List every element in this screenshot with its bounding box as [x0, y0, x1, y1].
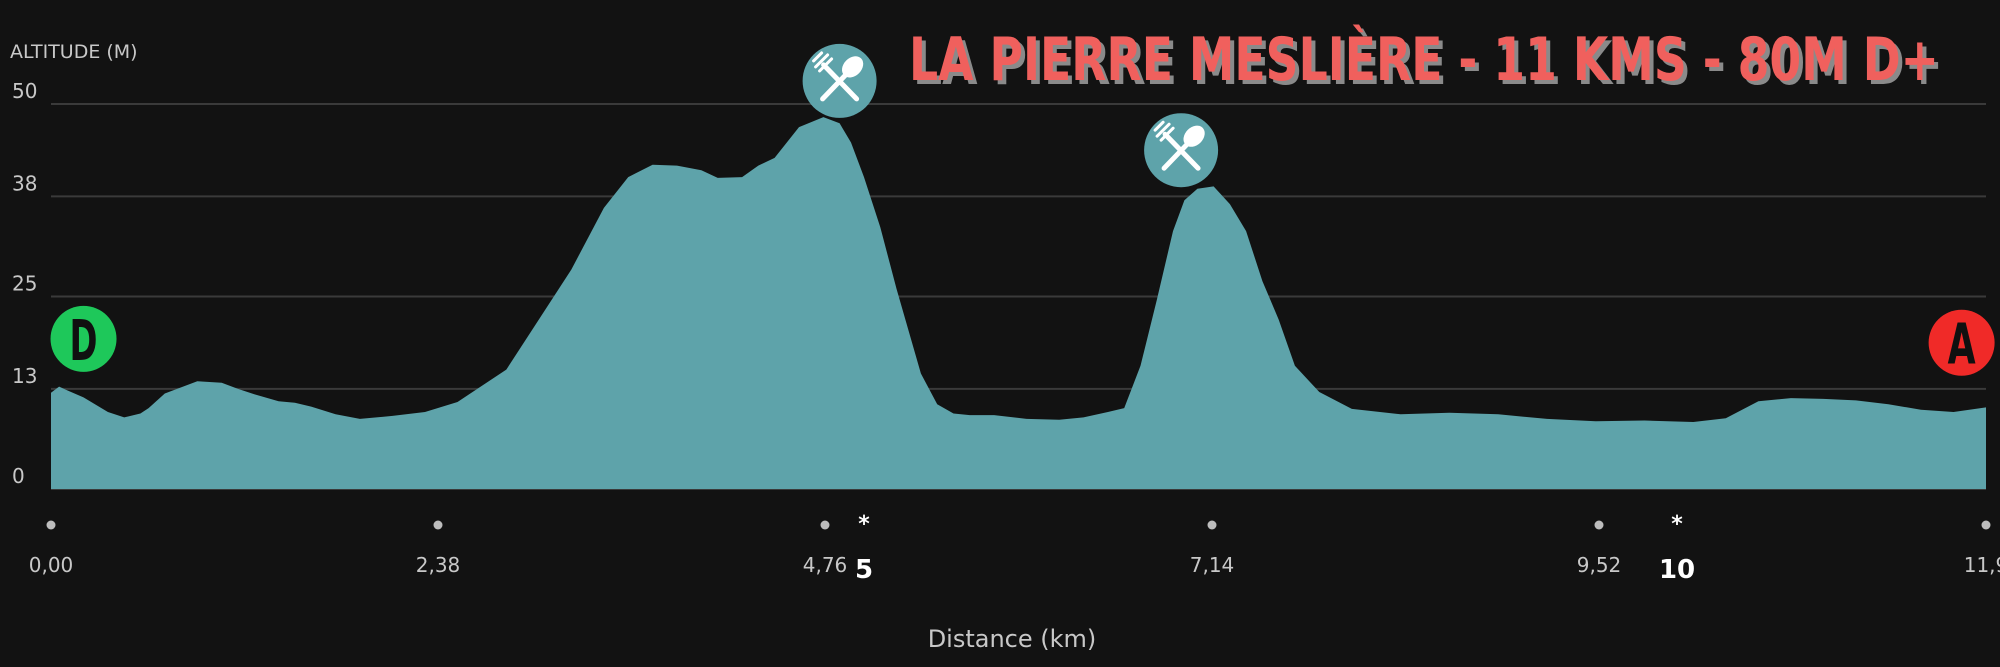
km-marker-label: 5 [855, 555, 873, 585]
start-marker: D [50, 305, 117, 374]
km-marker-star: * [1671, 512, 1683, 537]
x-axis-ticks: 0,00 2,38 4,76 7,14 9,52 11,9 * 5 * 10 [29, 512, 2000, 585]
spoon-handle [820, 70, 851, 102]
chart-title-text: LA PIERRE MESLIÈRE - 11 KMS - 80M D+ [909, 23, 1939, 95]
y-tick-label: 25 [12, 272, 37, 296]
km-marker-label: 10 [1659, 555, 1695, 585]
chart-title: LA PIERRE MESLIÈRE - 11 KMS - 80M D+ LA … [909, 23, 1943, 99]
x-axis-label: Distance (km) [928, 625, 1097, 653]
y-tick-label: 50 [12, 79, 37, 103]
fork-tines [812, 51, 834, 73]
spoon-bowl [1183, 125, 1205, 147]
x-tick-label: 4,76 [803, 553, 848, 577]
km-marker-star: * [858, 512, 870, 537]
y-axis-label: ALTITUDE (M) [10, 41, 138, 63]
spoon-bowl [841, 56, 864, 78]
chart-title-shadow: LA PIERRE MESLIÈRE - 11 KMS - 80M D+ [913, 27, 1943, 99]
x-tick-dot [433, 520, 443, 530]
x-tick-label: 0,00 [29, 553, 74, 577]
y-tick-label: 0 [12, 464, 25, 488]
y-tick-label: 38 [12, 171, 37, 195]
x-tick-dot [1981, 520, 1991, 530]
start-marker-circle [50, 305, 117, 372]
fork-tines [1153, 120, 1175, 142]
start-marker-label: D [70, 309, 98, 374]
fork-knife-icon [812, 51, 864, 102]
finish-marker-label: A [1948, 313, 1976, 378]
food-marker [1144, 113, 1219, 188]
elevation-area [51, 117, 1986, 489]
spoon-handle [1161, 139, 1192, 171]
x-tick-label: 2,38 [416, 553, 461, 577]
x-tick-dot [820, 520, 830, 530]
finish-marker-circle [1928, 309, 1995, 376]
x-tick-label: 7,14 [1190, 553, 1235, 577]
food-marker [802, 43, 877, 118]
x-tick-dot [1594, 520, 1604, 530]
y-tick-label: 13 [12, 364, 37, 388]
x-tick-dot [46, 520, 56, 530]
y-axis-ticks: 0 13 25 38 50 [12, 79, 37, 488]
finish-marker: A [1928, 309, 1995, 378]
elevation-series [51, 117, 1986, 489]
fork-knife-icon [1153, 120, 1205, 171]
x-tick-label: 9,52 [1577, 553, 1622, 577]
x-tick-dot [1207, 520, 1217, 530]
x-tick-label: 11,9 [1964, 553, 2000, 577]
